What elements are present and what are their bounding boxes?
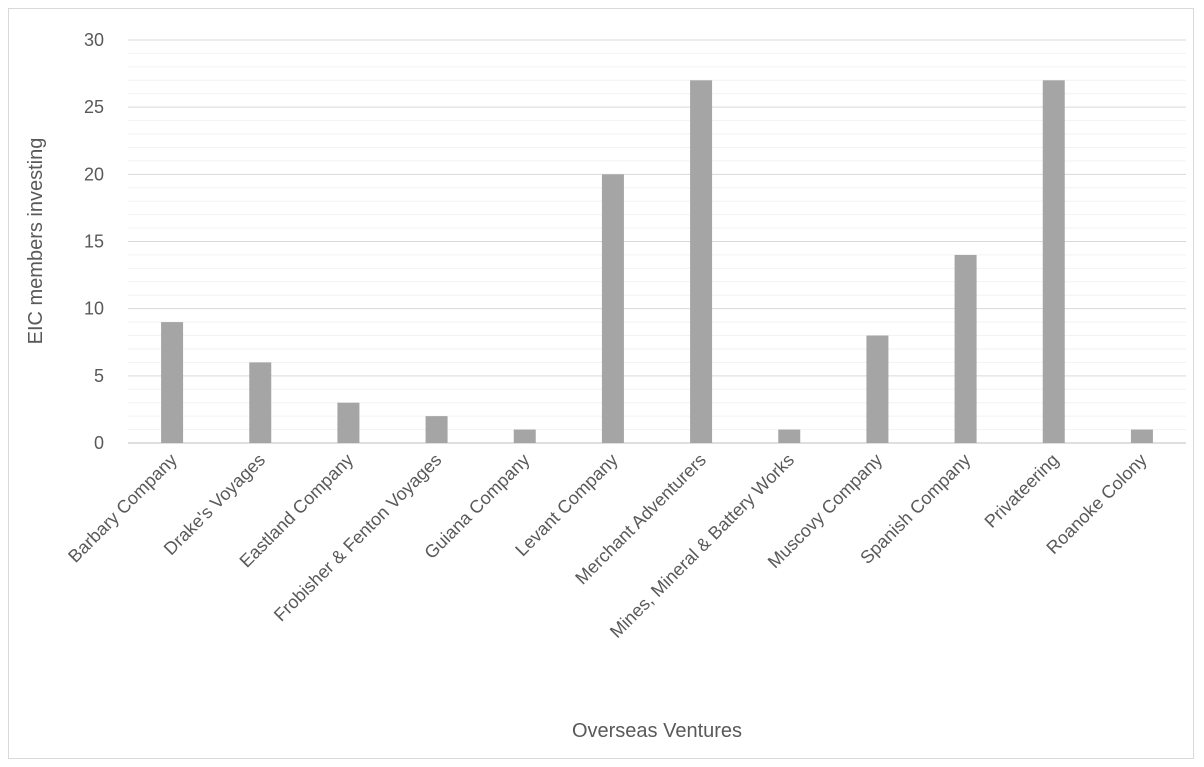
y-axis-title: EIC members investing xyxy=(25,138,47,345)
bar xyxy=(425,416,448,443)
x-tick-label: Frobisher & Fenton Voyages xyxy=(270,450,445,625)
y-tick-label: 5 xyxy=(94,366,104,386)
y-axis-tick-labels: 0 5 10 15 20 25 30 xyxy=(84,30,104,453)
bar xyxy=(954,254,977,443)
bar xyxy=(337,402,360,443)
y-tick-label: 15 xyxy=(84,232,104,252)
y-tick-label: 10 xyxy=(84,299,104,319)
bar xyxy=(513,429,536,443)
bar xyxy=(161,322,184,443)
y-tick-label: 0 xyxy=(94,433,104,453)
major-gridlines xyxy=(128,39,1186,444)
bar xyxy=(249,362,272,443)
bar xyxy=(601,174,624,444)
bar-series xyxy=(161,80,1153,444)
y-tick-label: 25 xyxy=(84,97,104,117)
bar xyxy=(866,335,889,443)
bar xyxy=(690,80,713,444)
minor-gridlines xyxy=(128,52,1186,431)
bar xyxy=(778,429,801,443)
chart-area xyxy=(8,8,1194,759)
bar xyxy=(1130,429,1153,443)
x-tick-label: Mines, Mineral & Battery Works xyxy=(606,450,798,642)
x-tick-label: Privateering xyxy=(981,450,1063,532)
y-tick-label: 30 xyxy=(84,30,104,50)
y-tick-label: 20 xyxy=(84,164,104,184)
bar xyxy=(1042,80,1065,444)
x-axis-title: Overseas Ventures xyxy=(572,720,742,742)
